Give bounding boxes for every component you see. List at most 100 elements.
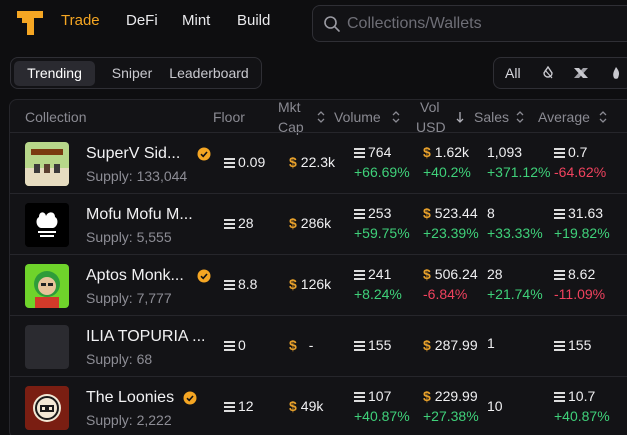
tab-sniper[interactable]: Sniper — [111, 65, 153, 81]
chain-drop-icon[interactable] — [541, 66, 555, 80]
usd-icon: $ — [289, 215, 297, 231]
volume-change: +8.24% — [354, 286, 402, 302]
supply-text: Supply: 7,777 — [86, 290, 172, 306]
floor-value: 12 — [224, 398, 254, 414]
supply-label: Supply: — [86, 229, 133, 245]
vol-usd-value: $287.99 — [423, 337, 478, 353]
supply-label: Supply: — [86, 168, 133, 184]
col-volume[interactable]: Volume — [334, 109, 381, 125]
supply-text: Supply: 133,044 — [86, 168, 187, 184]
nav-defi[interactable]: DeFi — [126, 12, 158, 29]
sales-value: 8 — [487, 205, 495, 221]
nav-mint[interactable]: Mint — [182, 12, 211, 29]
sales-value: 1,093 — [487, 144, 523, 160]
vol-usd-number: 506.24 — [434, 266, 478, 282]
collection-name[interactable]: Aptos Monk... — [86, 267, 184, 284]
chain-all[interactable]: All — [505, 65, 521, 81]
supply-text: Supply: 68 — [86, 351, 152, 367]
collection-thumbnail-placeholder — [25, 325, 69, 369]
vol-usd-change: +23.39% — [423, 225, 479, 241]
average-value: 155 — [554, 337, 591, 353]
col-mkt-cap-line2[interactable]: Cap — [278, 119, 304, 135]
volume-change: +40.87% — [354, 408, 410, 424]
average-number: 31.63 — [568, 205, 604, 221]
collection-thumbnail — [25, 203, 69, 247]
table-row[interactable]: The Loonies Supply: 2,222 12 $49k 107 +4… — [10, 377, 627, 435]
aptos-icon — [224, 402, 235, 412]
aptos-icon — [224, 158, 235, 168]
chain-filter: All — [493, 57, 627, 89]
usd-icon: $ — [289, 154, 297, 170]
sort-mkt-cap-icon[interactable] — [316, 110, 326, 124]
sales-value: 28 — [487, 266, 503, 282]
average-number: 0.7 — [568, 144, 588, 160]
average-change: +40.87% — [554, 408, 610, 424]
mkt-cap-value: $22.3k — [289, 154, 335, 170]
aptos-icon — [554, 209, 565, 219]
col-vol-usd-line2[interactable]: USD — [416, 119, 446, 135]
vol-usd-change: +40.2% — [423, 164, 471, 180]
search-icon — [324, 16, 340, 32]
nav-build[interactable]: Build — [237, 12, 271, 29]
usd-icon: $ — [289, 337, 297, 353]
collection-name[interactable]: ILIA TOPURIA ... — [86, 328, 206, 345]
volume-number: 253 — [368, 205, 392, 221]
volume-number: 764 — [368, 144, 392, 160]
supply-value: 2,222 — [136, 412, 172, 428]
table-row[interactable]: SuperV Sid... Supply: 133,044 0.09 $22.3… — [10, 133, 627, 194]
average-change: -64.62% — [554, 164, 607, 180]
table-row[interactable]: ILIA TOPURIA ... Supply: 68 0 $ - 155 $28… — [10, 316, 627, 377]
search-box[interactable] — [312, 5, 627, 42]
average-change: -11.09% — [554, 286, 606, 302]
floor-number: 12 — [238, 398, 254, 414]
collection-name[interactable]: The Loonies — [86, 389, 175, 406]
volume-change: +66.69% — [354, 164, 410, 180]
tab-trending[interactable]: Trending — [14, 61, 95, 86]
chain-flame-icon[interactable] — [610, 66, 622, 80]
volume-value: 107 — [354, 388, 391, 404]
volume-value: 155 — [354, 337, 391, 353]
average-value: 31.63 — [554, 205, 603, 221]
supply-label: Supply: — [86, 290, 133, 306]
usd-icon: $ — [423, 144, 431, 160]
tab-leaderboard[interactable]: Leaderboard — [169, 65, 249, 81]
mkt-cap-value: $286k — [289, 215, 331, 231]
sort-average-icon[interactable] — [598, 110, 608, 124]
usd-icon: $ — [423, 205, 431, 221]
sort-volume-icon[interactable] — [391, 110, 401, 124]
volume-number: 241 — [368, 266, 392, 282]
aptos-icon — [224, 341, 235, 351]
supply-text: Supply: 5,555 — [86, 229, 172, 245]
col-mkt-cap-line1[interactable]: Mkt — [278, 99, 301, 115]
search-input[interactable] — [347, 12, 617, 36]
supply-value: 68 — [136, 351, 153, 367]
aptos-icon — [554, 148, 565, 158]
sort-desc-arrow-icon[interactable] — [455, 110, 465, 124]
table-row[interactable]: Aptos Monk... Supply: 7,777 8.8 $126k 24… — [10, 255, 627, 316]
table-row[interactable]: Mofu Mofu M... Supply: 5,555 28 $286k 25… — [10, 194, 627, 255]
floor-number: 8.8 — [238, 276, 258, 292]
collection-thumbnail — [25, 386, 69, 430]
collection-name[interactable]: Mofu Mofu M... — [86, 206, 193, 223]
sales-change: +33.33% — [487, 225, 543, 241]
col-collection[interactable]: Collection — [25, 109, 87, 125]
average-number: 10.7 — [568, 388, 596, 404]
nav-trade[interactable]: Trade — [61, 12, 100, 29]
chain-x-icon[interactable] — [573, 66, 589, 80]
average-value: 8.62 — [554, 266, 595, 282]
average-value: 0.7 — [554, 144, 587, 160]
supply-label: Supply: — [86, 412, 133, 428]
collection-name[interactable]: SuperV Sid... — [86, 145, 181, 162]
floor-value: 0.09 — [224, 154, 265, 170]
volume-value: 241 — [354, 266, 391, 282]
aptos-icon — [354, 392, 365, 402]
vol-usd-value: $1.62k — [423, 144, 469, 160]
volume-number: 107 — [368, 388, 392, 404]
col-floor[interactable]: Floor — [213, 109, 245, 125]
sort-sales-icon[interactable] — [515, 110, 525, 124]
col-sales[interactable]: Sales — [474, 109, 510, 125]
tradeport-logo-icon[interactable] — [15, 9, 45, 37]
volume-value: 253 — [354, 205, 391, 221]
col-average[interactable]: Average — [538, 109, 590, 125]
col-vol-usd-line1[interactable]: Vol — [420, 99, 440, 115]
